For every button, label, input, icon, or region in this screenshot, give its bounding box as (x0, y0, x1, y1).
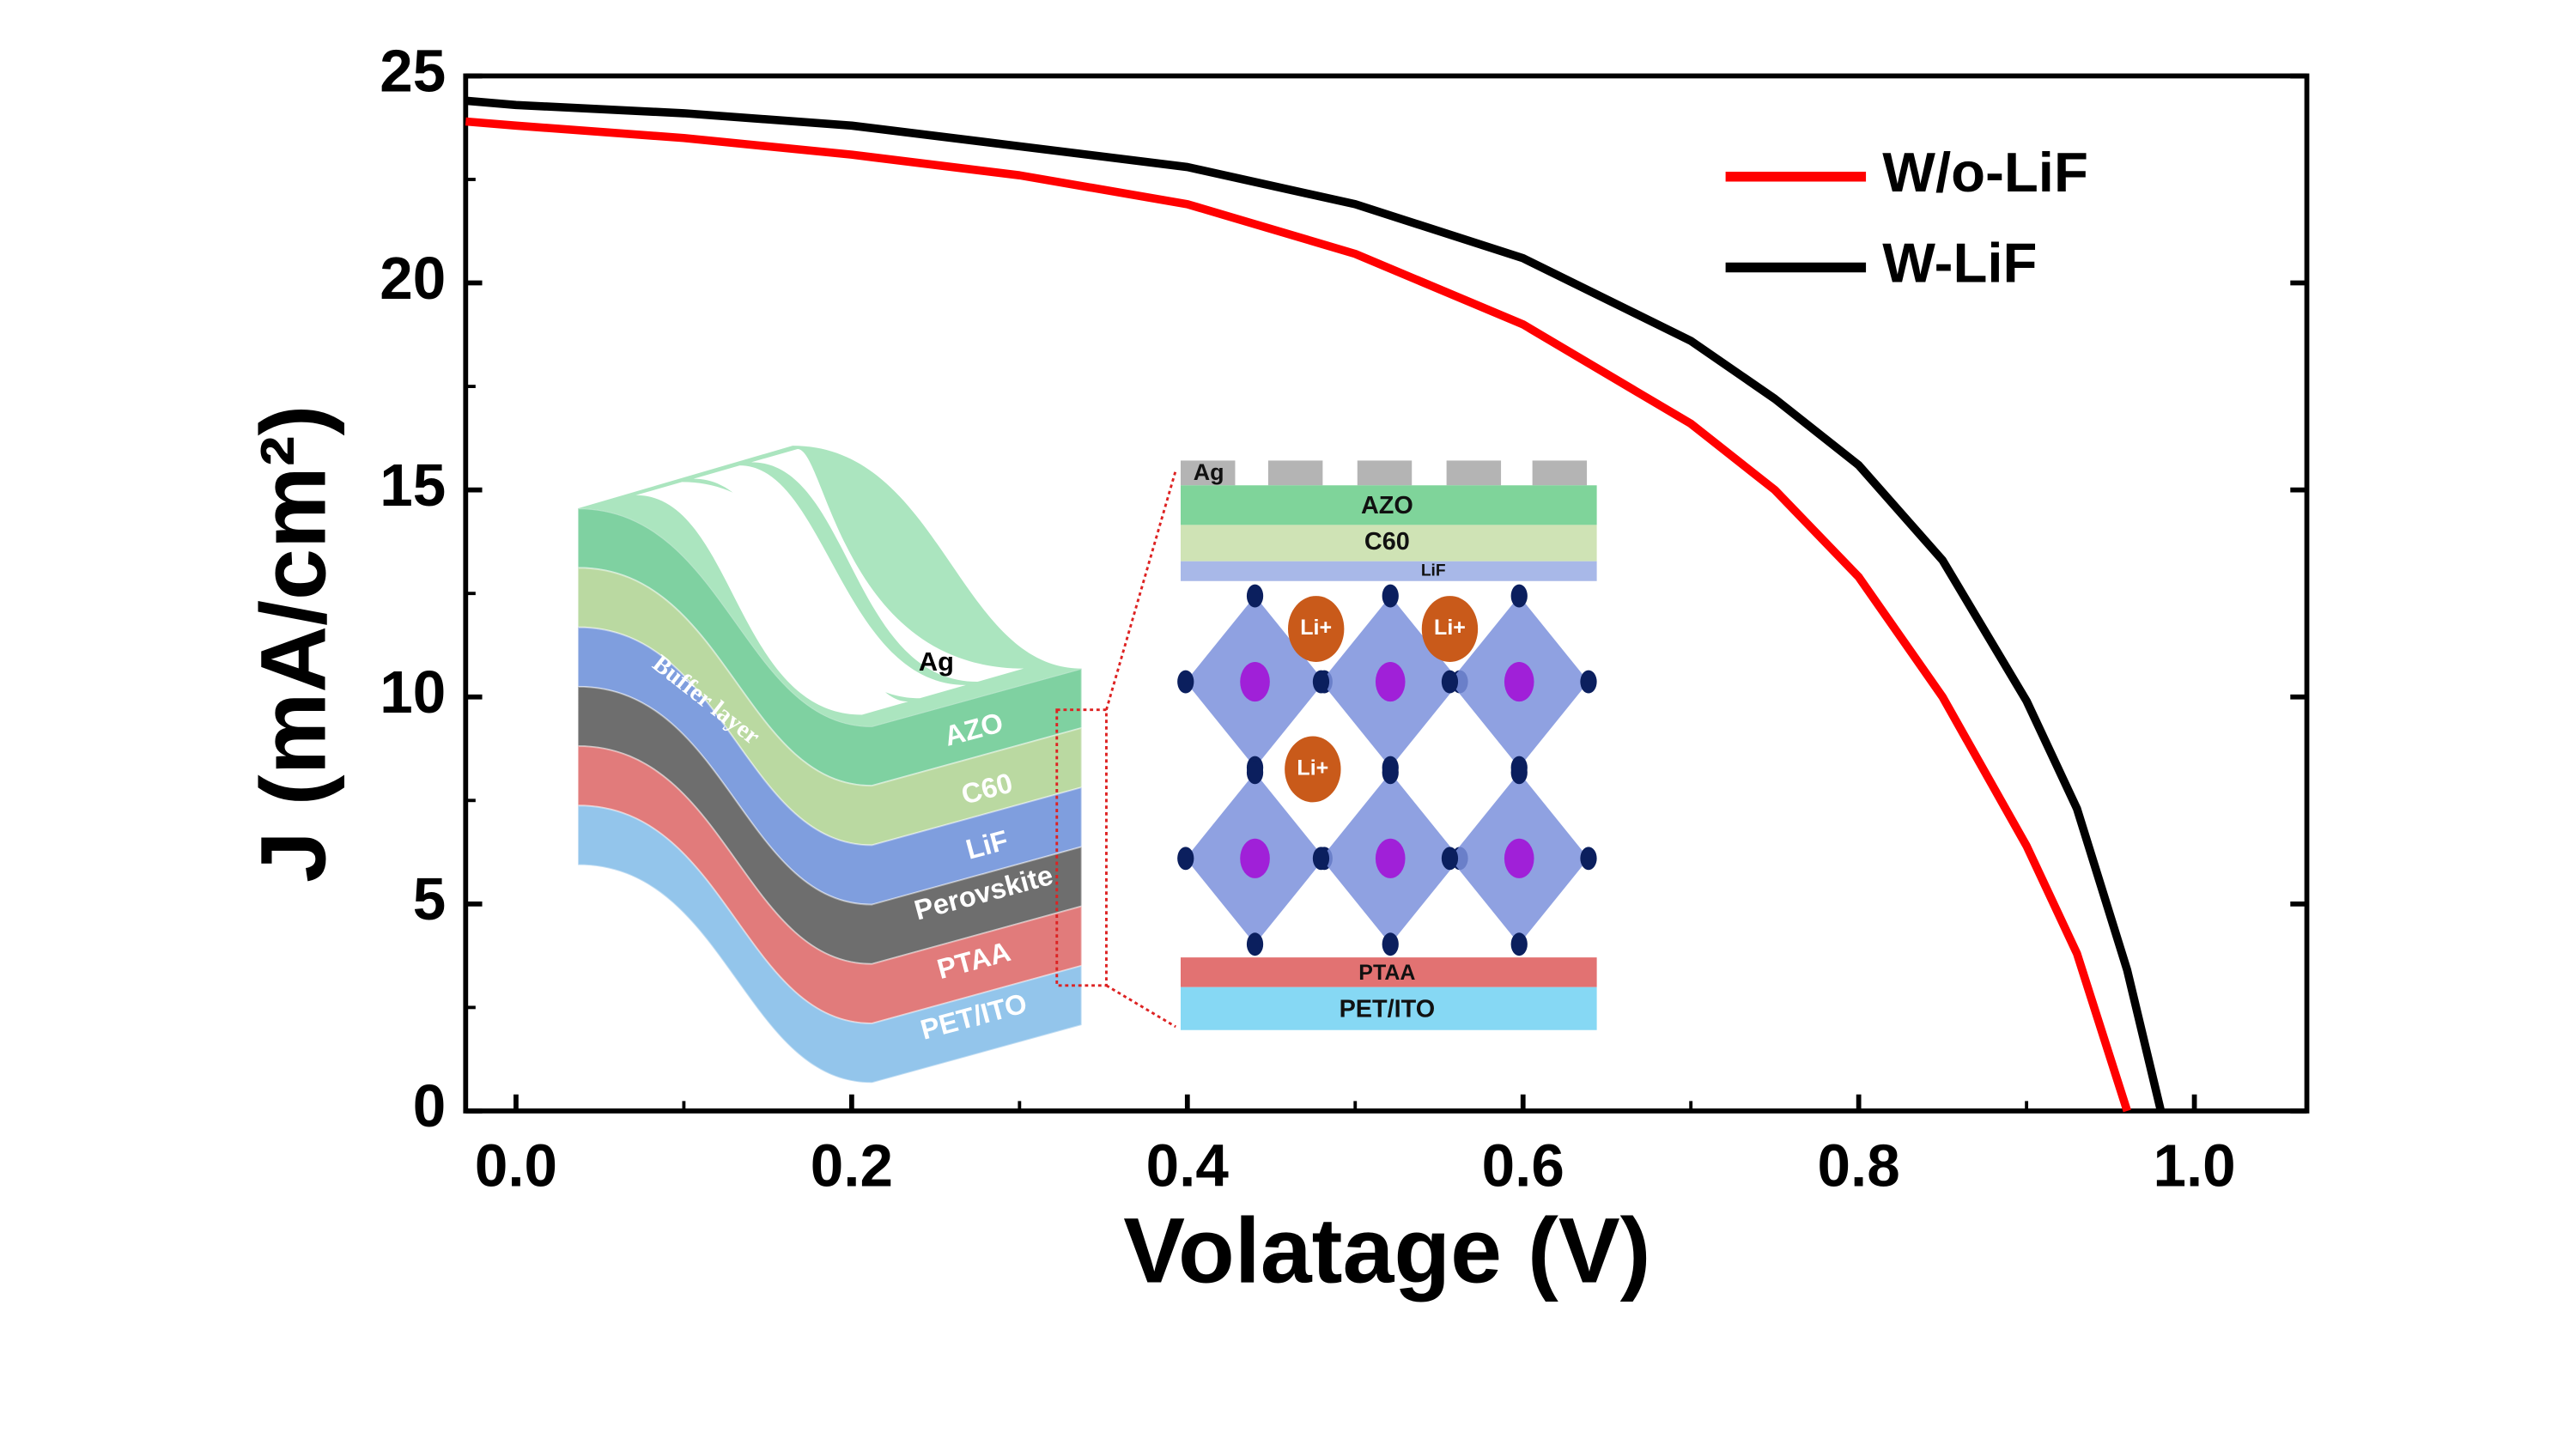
x-site (1246, 584, 1264, 608)
layer-schematic (1177, 460, 1597, 1030)
x-site (1177, 847, 1194, 871)
x-tick-label: 0.2 (811, 1132, 893, 1199)
stack-layer (577, 804, 1083, 1084)
x-site (1580, 670, 1597, 694)
li-ion (1421, 596, 1479, 662)
li-ion (1288, 596, 1345, 662)
x-site (1510, 761, 1528, 785)
x-site (1382, 932, 1399, 956)
x-site (1441, 670, 1459, 694)
schematic-label: PET/ITO (1340, 995, 1436, 1023)
x-site (1312, 670, 1330, 694)
device-stack (577, 446, 1083, 1084)
li-ion (1285, 736, 1341, 803)
schematic-label: PTAA (1358, 961, 1415, 985)
schematic-label: Ag (1194, 459, 1224, 485)
y-tick-label: 10 (380, 659, 446, 726)
x-site (1441, 847, 1459, 871)
x-axis-label: Volatage (V) (1123, 1199, 1650, 1302)
y-tick-label: 20 (380, 245, 446, 312)
x-site (1177, 670, 1194, 694)
x-tick-label: 0.4 (1146, 1132, 1230, 1199)
x-site (1312, 847, 1330, 871)
schematic-label: LiF (1421, 562, 1446, 580)
y-tick-label: 15 (380, 452, 446, 519)
b-site (1504, 838, 1534, 878)
x-site (1510, 584, 1528, 608)
b-site (1375, 661, 1406, 702)
b-site (1240, 838, 1270, 878)
y-axis-label: J (mA/cm²) (241, 405, 344, 883)
x-site (1246, 761, 1264, 785)
x-tick-label: 0.0 (475, 1132, 557, 1199)
y-tick-label: 0 (413, 1072, 447, 1139)
b-site (1504, 661, 1534, 702)
ag-strip (751, 448, 1024, 683)
x-site (1382, 584, 1399, 608)
y-tick-label: 5 (413, 865, 447, 932)
x-site (1382, 761, 1399, 785)
zoom-lines (1055, 470, 1177, 1029)
x-tick-label: 0.6 (1482, 1132, 1564, 1199)
ag-strip (693, 465, 966, 699)
b-site (1375, 838, 1406, 878)
schematic-label: C60 (1364, 528, 1410, 556)
li-label: Li+ (1434, 616, 1466, 640)
li-label: Li+ (1297, 756, 1328, 780)
legend-label: W/o-LiF (1882, 141, 2088, 203)
x-site (1246, 932, 1264, 956)
x-tick-label: 1.0 (2153, 1132, 2235, 1199)
x-tick-label: 0.8 (1818, 1132, 1900, 1199)
x-site (1510, 932, 1528, 956)
y-tick-label: 25 (380, 38, 446, 105)
b-site (1240, 661, 1270, 702)
x-site (1580, 847, 1597, 871)
legend-label: W-LiF (1882, 232, 2037, 294)
inset-label: Ag (919, 647, 954, 677)
li-label: Li+ (1300, 616, 1332, 640)
schematic-label: AZO (1361, 492, 1413, 519)
series-line (465, 117, 2131, 1113)
series-line (465, 96, 2166, 1113)
